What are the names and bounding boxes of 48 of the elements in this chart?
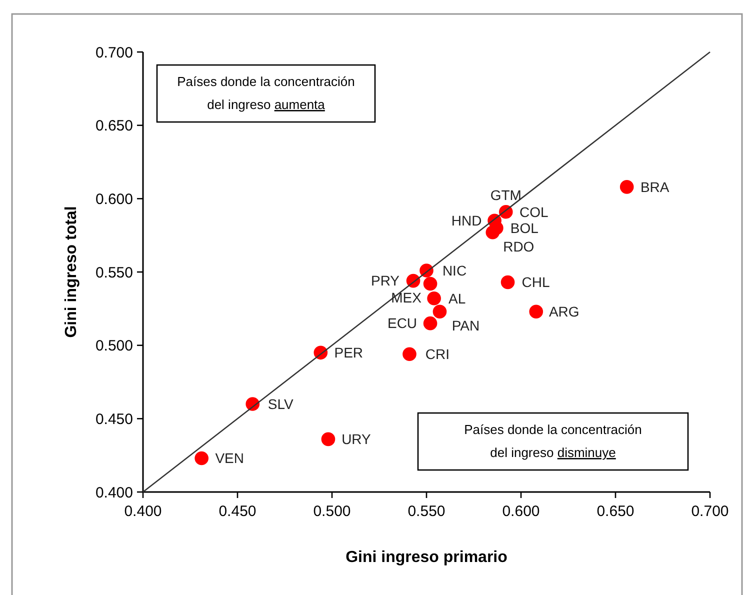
x-tick-label: 0.600 <box>502 503 540 520</box>
point <box>423 316 438 330</box>
y-tick-label: 0.650 <box>95 118 133 135</box>
x-tick-label: 0.700 <box>691 503 729 520</box>
point <box>432 304 447 318</box>
x-tick-label: 0.550 <box>408 503 446 520</box>
y-tick-label: 0.700 <box>95 44 133 62</box>
annotation: PER <box>334 344 364 361</box>
annotation: Países donde la concentración del ingreso disminuye <box>464 422 642 460</box>
point <box>321 432 336 446</box>
annotation: URY <box>342 431 372 448</box>
annotation: MEX <box>391 290 422 306</box>
y-tick-label: 0.500 <box>95 338 133 355</box>
annotation: ECU <box>388 315 418 332</box>
annotation: ARG <box>548 304 580 320</box>
annotation: BRA <box>640 178 670 195</box>
point <box>194 451 208 466</box>
point <box>620 180 634 194</box>
y-tick-label: 0.600 <box>95 190 133 208</box>
y-tick-label: 0.550 <box>95 264 133 282</box>
annotation: COL <box>519 204 548 220</box>
annotation: PAN <box>452 318 480 334</box>
point <box>529 304 544 318</box>
x-tick-label: 0.450 <box>218 503 256 520</box>
annotation: CHL <box>522 274 550 290</box>
annotation: PRY <box>370 272 400 289</box>
y-tick-label: 0.400 <box>95 484 133 502</box>
annotation: VEN <box>215 450 244 466</box>
y-tick-label: 0.450 <box>95 410 133 428</box>
annotation: Países donde la concentración del ingreso aumenta <box>177 74 355 112</box>
annotation: RDO <box>503 238 534 254</box>
x-axis-title: Gini ingreso primario <box>346 549 508 566</box>
point <box>486 226 500 240</box>
point <box>427 292 441 306</box>
x-tick-label: 0.400 <box>124 503 162 520</box>
annotation: SLV <box>268 396 294 412</box>
annotation: CRI <box>425 346 450 362</box>
annotation: GTM <box>490 186 522 203</box>
point <box>500 275 515 290</box>
point <box>423 276 438 291</box>
annotation: BOL <box>510 220 539 236</box>
x-tick-label: 0.650 <box>596 503 634 520</box>
point <box>402 347 416 362</box>
annotation: HND <box>451 212 482 229</box>
y-axis-title: Gini ingreso total <box>63 206 80 338</box>
annotation: AL <box>448 290 466 306</box>
annotation: NIC <box>442 262 467 278</box>
x-tick-label: 0.500 <box>313 503 351 520</box>
